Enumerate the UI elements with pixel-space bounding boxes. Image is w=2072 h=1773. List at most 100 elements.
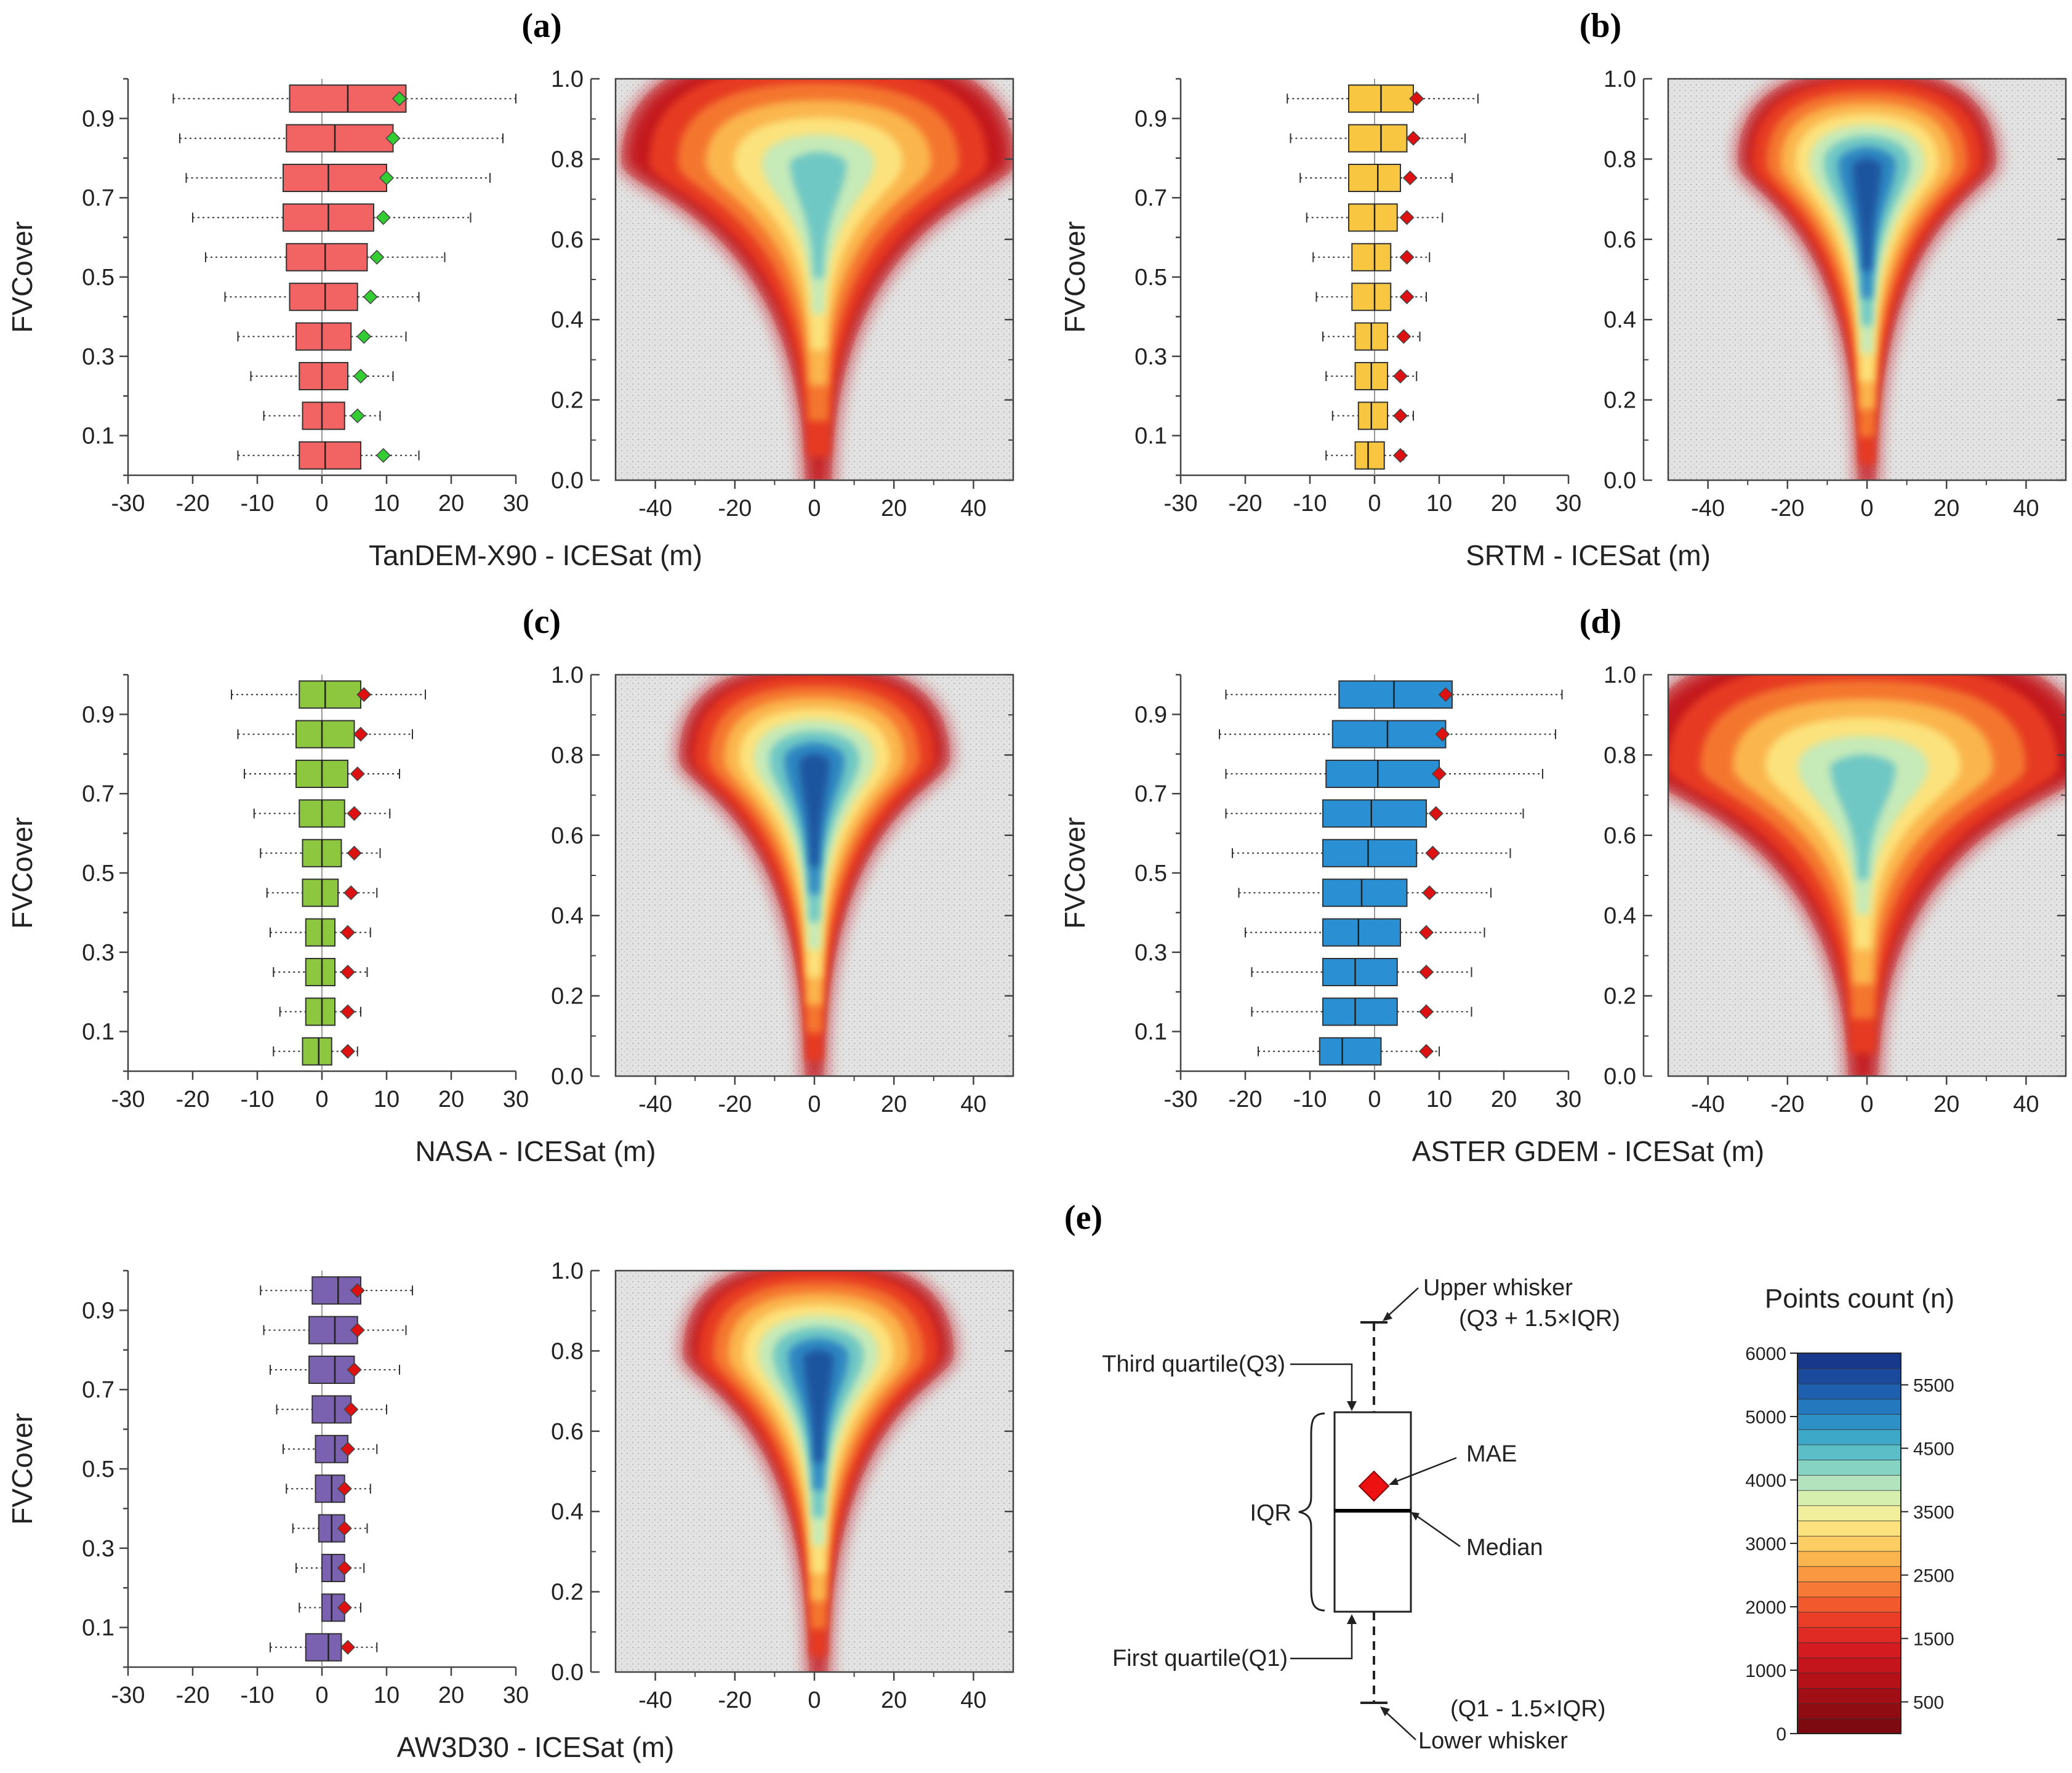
box-y-label: FVCover (6, 1413, 38, 1524)
colorbar-right-tick-label: 2500 (1913, 1566, 1954, 1586)
heatmap-x-tick-label: 40 (960, 1687, 986, 1713)
box-mae-marker (350, 766, 365, 782)
box-y-tick-label: 0.3 (1134, 344, 1167, 370)
box-iqr (1325, 760, 1440, 788)
heatmap-y-tick-label: 1.0 (551, 662, 584, 688)
heatmap-x-tick-label: -40 (638, 496, 672, 521)
colorbar-band (1797, 1718, 1901, 1735)
boxplot-e: -30 -20 -10 0 10 20 30 0.1 0.3 0.5 0.7 0.9 AW3D30 - … (6, 1269, 675, 1763)
legend-lower-formula: (Q1 - 1.5×IQR) (1450, 1696, 1605, 1722)
heatmap-x-tick-label: 40 (2013, 1092, 2039, 1117)
legend-upper-whisker-label: Upper whisker (1423, 1275, 1573, 1301)
colorbar: Points count (n) 60005000400030002000100… (1745, 1284, 1954, 1745)
box-y-tick-label: 0.5 (82, 1457, 114, 1482)
box-mae-marker (343, 885, 359, 901)
box-y-tick-label: 0.3 (82, 940, 114, 966)
colorbar-right-tick-label: 1500 (1913, 1630, 1954, 1650)
colorbar-ticks: 6000 5000 4000 3000 2000 1000 0 5500 4500 3500 250… (1745, 1344, 1954, 1745)
box-x-tick-label: -10 (1293, 1087, 1327, 1112)
box-mae-marker (337, 1560, 352, 1576)
box-mae-marker (353, 368, 369, 384)
box-iqr (1357, 401, 1388, 430)
heatmap-y-tick-label: 0.8 (1604, 742, 1636, 768)
colorbar-right-tick-label: 500 (1913, 1693, 1944, 1713)
box-y-label: FVCover (1059, 221, 1091, 332)
box-mae-marker (1402, 170, 1418, 186)
colorbar-band (1797, 1703, 1901, 1719)
heatmap-x-tick-label: 0 (808, 496, 821, 521)
box-mae-marker (347, 806, 362, 821)
colorbar-band (1797, 1581, 1901, 1598)
heatmap-x-tick-label: -20 (718, 1687, 752, 1713)
heatmap-x-tick-label: 40 (2013, 496, 2039, 521)
box-y-label: FVCover (6, 817, 38, 928)
colorbar-band (1797, 1413, 1901, 1430)
box-x-tick-label: -30 (1164, 491, 1198, 517)
legend-q3-pointer (1290, 1363, 1353, 1405)
box-mae-marker (347, 845, 362, 861)
box-mae-marker (1392, 368, 1408, 384)
box-x-tick-label: 0 (315, 491, 328, 517)
colorbar-left-tick-label: 6000 (1745, 1344, 1786, 1364)
heatmap-y-tick-label: 0.2 (551, 984, 584, 1010)
colorbar-left-tick-label: 0 (1776, 1724, 1786, 1745)
box-x-label: AW3D30 - ICESat (m) (397, 1731, 675, 1763)
colorbar-left-tick-label: 1000 (1745, 1661, 1786, 1681)
box-mae-marker (1428, 806, 1444, 821)
box-iqr (1338, 680, 1453, 709)
boxplot-d: -30 -20 -10 0 10 20 30 0.1 0.3 0.5 0.7 0.9 ASTER GDE… (1059, 673, 1764, 1167)
heatmap-x-tick-label: 0 (808, 1687, 821, 1713)
colorbar-left-tick-label: 2000 (1745, 1598, 1786, 1618)
colorbar-band (1797, 1596, 1901, 1613)
box-x-tick-label: -20 (1229, 491, 1263, 517)
box-mae-marker (1418, 1004, 1434, 1019)
colorbar-title: Points count (n) (1765, 1284, 1954, 1314)
heatmap-density (1668, 675, 2066, 1076)
box-y-label: FVCover (1059, 817, 1091, 928)
box-iqr (295, 720, 355, 749)
box-mae-marker (337, 1521, 352, 1536)
box-x-tick-label: 10 (1426, 491, 1452, 517)
box-iqr (305, 1633, 342, 1662)
heatmap-y-tick-label: 0.8 (551, 1338, 584, 1364)
box-mae-marker (350, 408, 365, 424)
heatmap-y-tick-label: 0.0 (1604, 468, 1636, 494)
box-x-tick-label: 20 (438, 1087, 464, 1112)
box-mae-marker (369, 249, 385, 265)
heatmap-x-tick-label: -20 (718, 496, 752, 521)
panel-label-e: (e) (1064, 1199, 1102, 1237)
box-x-tick-label: -10 (1293, 491, 1327, 517)
box-y-tick-label: 0.9 (82, 1298, 114, 1324)
box-mae-marker (1418, 964, 1434, 980)
box-y-tick-label: 0.5 (1134, 861, 1167, 886)
box-x-tick-label: 30 (503, 1087, 529, 1112)
heatmap-contour (799, 754, 830, 866)
legend-median-arrow (1414, 1513, 1461, 1548)
legend-upper-arrow (1386, 1287, 1419, 1318)
colorbar-left-tick-label: 3000 (1745, 1534, 1786, 1554)
panel-label-b: (b) (1580, 7, 1621, 45)
colorbar-band (1797, 1474, 1901, 1491)
box-mae-marker (353, 726, 369, 742)
box-mae-marker (1422, 885, 1437, 901)
box-mae-marker (1435, 726, 1450, 742)
colorbar-band (1797, 1535, 1901, 1552)
heatmap-y-tick-label: 0.4 (1604, 903, 1636, 929)
heatmap-e: -40 -20 0 20 40 0.0 0.2 0.4 0.6 0.8 1.0 (551, 1258, 1014, 1713)
heatmap-x-tick-label: 40 (960, 496, 986, 521)
box-mae-marker (363, 289, 378, 305)
box-x-label: SRTM - ICESat (m) (1466, 539, 1711, 571)
box-x-tick-label: 20 (1491, 491, 1517, 517)
heatmap-density (1738, 79, 1996, 480)
box-x-tick-label: 0 (315, 1087, 328, 1112)
box-mae-marker (1399, 210, 1415, 225)
box-y-tick-label: 0.5 (82, 265, 114, 291)
legend-iqr-label: IQR (1250, 1500, 1291, 1526)
boxplot-a: -30 -20 -10 0 10 20 30 0.1 0.3 0.5 0.7 0.9 TanDEM-X9… (6, 78, 702, 571)
box-x-tick-label: 10 (1426, 1087, 1452, 1112)
box-y-tick-label: 0.3 (82, 1536, 114, 1562)
colorbar-band (1797, 1444, 1901, 1461)
box-y-tick-label: 0.3 (1134, 940, 1167, 966)
legend-lower-whisker-label: Lower whisker (1418, 1728, 1568, 1754)
